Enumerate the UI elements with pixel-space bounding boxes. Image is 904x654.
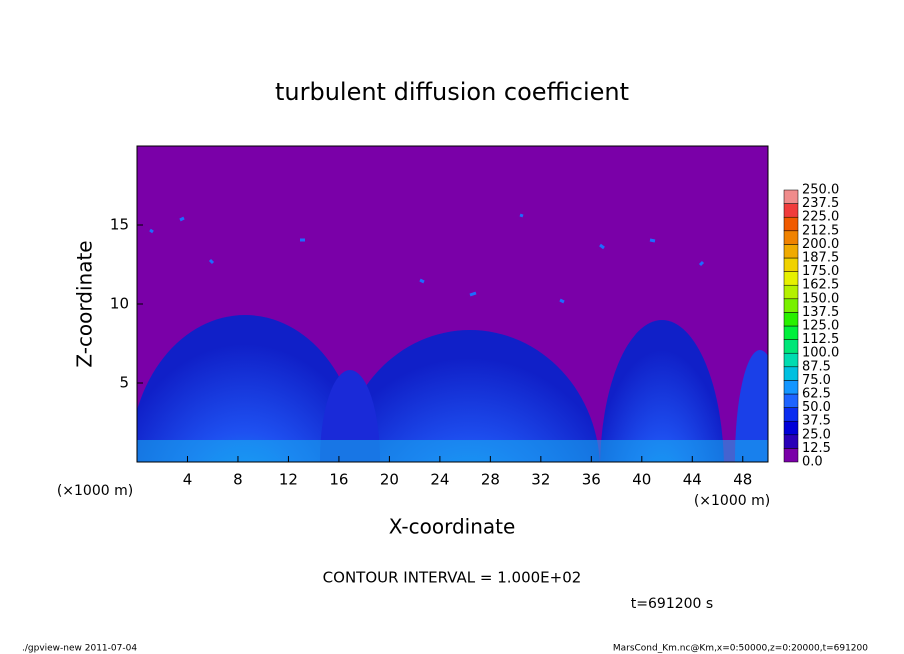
x-tick-label: 12 <box>279 471 298 489</box>
colorbar-label: 162.5 <box>802 278 839 293</box>
colorbar-bin <box>783 271 799 286</box>
colorbar-label: 137.5 <box>802 305 839 320</box>
colorbar-label: 25.0 <box>802 427 831 442</box>
colorbar-label: 187.5 <box>802 251 839 266</box>
x-tick-label: 28 <box>481 471 500 489</box>
colorbar-label: 50.0 <box>802 400 831 415</box>
colorbar-label: 75.0 <box>802 373 831 388</box>
colorbar-label: 12.5 <box>802 441 831 456</box>
field-speckles <box>149 213 705 304</box>
colorbar-label: 150.0 <box>802 291 839 306</box>
colorbar-bin <box>783 420 799 436</box>
colorbar-label: 225.0 <box>802 210 839 225</box>
x-tick-label: 40 <box>632 471 651 489</box>
colorbar-bin <box>783 352 799 368</box>
colorbar-bin <box>783 257 799 272</box>
colorbar-label: 237.5 <box>802 196 839 211</box>
x-tick-label: 24 <box>430 471 449 489</box>
colorbar-label: 37.5 <box>802 414 831 429</box>
y-tick-label: 10 <box>110 295 129 313</box>
colorbar-label: 212.5 <box>802 223 839 238</box>
colorbar-label: 250.0 <box>802 183 839 198</box>
x-axis-label: X-coordinate <box>389 515 516 539</box>
field-plume <box>735 350 768 462</box>
y-tick-label: 5 <box>119 374 129 392</box>
colorbar-bin <box>783 230 799 245</box>
colorbar-bin <box>783 434 799 449</box>
x-tick-label: 32 <box>531 471 550 489</box>
colorbar-bin <box>783 325 799 340</box>
colorbar-bin <box>783 339 799 354</box>
field-plume <box>340 330 600 462</box>
colorbar-label: 175.0 <box>802 264 839 279</box>
x-tick-label: 16 <box>329 471 348 489</box>
colorbar-label: 0.0 <box>802 455 823 470</box>
y-axis-label: Z-coordinate <box>73 240 97 367</box>
field-plume <box>137 315 360 462</box>
field-plume <box>320 370 380 462</box>
colorbar-bin <box>783 448 799 463</box>
colorbar-bin <box>783 298 799 313</box>
colorbar-bin <box>783 203 799 218</box>
field-surface <box>137 440 768 462</box>
colorbar-bin <box>783 366 799 381</box>
colorbar-label: 112.5 <box>802 332 839 347</box>
footer-right: MarsCond_Km.nc@Km,x=0:50000,z=0:20000,t=… <box>613 644 868 654</box>
colorbar-bin <box>783 380 799 395</box>
contour-interval: CONTOUR INTERVAL = 1.000E+02 <box>323 569 582 587</box>
x-tick-label: 44 <box>683 471 702 489</box>
colorbar-bin <box>783 284 799 300</box>
x-tick-label: 4 <box>183 471 193 489</box>
x-unit-label: (×1000 m) <box>57 483 133 499</box>
colorbar-label: 87.5 <box>802 359 831 374</box>
colorbar-bin <box>783 244 799 259</box>
chart-title: turbulent diffusion coefficient <box>275 78 629 106</box>
colorbar-bin <box>783 407 799 422</box>
colorbar-bin <box>783 216 799 232</box>
colorbar-label: 125.0 <box>802 319 839 334</box>
x-tick-label: 48 <box>733 471 752 489</box>
x-tick-label: 8 <box>233 471 243 489</box>
colorbar-label: 62.5 <box>802 387 831 402</box>
colorbar-bin <box>783 312 799 327</box>
y-tick-label: 15 <box>110 216 129 234</box>
time-label: t=691200 s <box>631 596 713 612</box>
colorbar-bin <box>783 189 799 204</box>
colorbar-label: 100.0 <box>802 346 839 361</box>
x-tick-label: 20 <box>380 471 399 489</box>
colorbar-bin <box>783 393 799 408</box>
footer-left: ./gpview-new 2011-07-04 <box>22 644 137 654</box>
field-plume <box>600 320 724 462</box>
x-tick-label: 36 <box>582 471 601 489</box>
x-unit-label: (×1000 m) <box>694 493 770 509</box>
field <box>137 146 768 462</box>
colorbar-label: 200.0 <box>802 237 839 252</box>
